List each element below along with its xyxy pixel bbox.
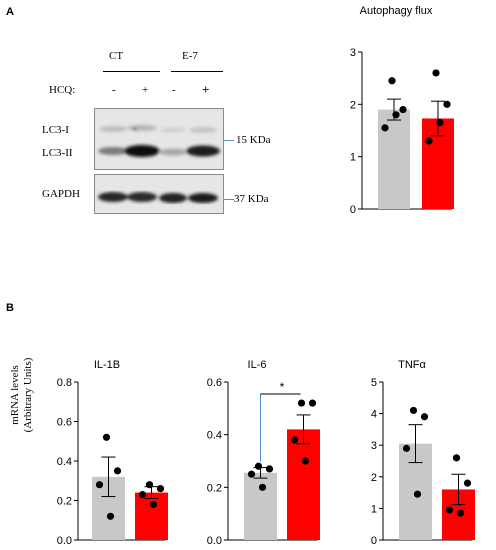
bar-e-7 bbox=[135, 492, 168, 540]
chart-autophagy-flux: Autophagy flux 0 1 2 3 bbox=[350, 5, 454, 216]
y-tick-label: 5 bbox=[371, 377, 377, 389]
data-point bbox=[388, 77, 396, 85]
chart-title: Autophagy flux bbox=[360, 5, 433, 17]
data-point bbox=[297, 399, 306, 407]
chart-il6: IL-6 0.0 0.2 0.4 0.6 * bbox=[207, 359, 320, 547]
data-point bbox=[145, 481, 154, 489]
y-tick-label: 4 bbox=[371, 409, 377, 421]
data-point bbox=[425, 137, 433, 145]
data-point bbox=[399, 105, 407, 114]
y-tick-label: 0 bbox=[371, 535, 377, 547]
lane-sign-1: - bbox=[112, 84, 116, 96]
data-point bbox=[445, 506, 454, 514]
data-point bbox=[156, 485, 165, 493]
lane-sign-4: + bbox=[202, 82, 210, 97]
y-tick-label: 2 bbox=[350, 99, 356, 111]
panel-letter-a: A bbox=[6, 6, 14, 18]
data-point bbox=[301, 457, 310, 465]
bar-ct bbox=[378, 109, 410, 209]
data-point bbox=[443, 100, 451, 108]
data-point bbox=[452, 454, 461, 462]
data-point bbox=[254, 462, 263, 470]
chart-title: IL-1B bbox=[94, 359, 120, 371]
lane-sign-2: + bbox=[142, 84, 149, 96]
data-point bbox=[247, 470, 256, 478]
data-point bbox=[138, 490, 147, 499]
data-point bbox=[402, 444, 411, 452]
y-tick-label: 0.6 bbox=[57, 417, 72, 429]
data-point bbox=[436, 119, 444, 127]
y-tick-label: 3 bbox=[371, 440, 377, 452]
group-ct-label: CT bbox=[109, 50, 124, 62]
y-tick-label: 0.6 bbox=[207, 377, 222, 389]
marker-15-label: 15 KDa bbox=[236, 134, 271, 146]
y-tick-label: 0.4 bbox=[207, 430, 222, 442]
y-tick-label: 0.2 bbox=[207, 482, 222, 494]
data-point bbox=[149, 500, 158, 509]
chart-title: IL-6 bbox=[248, 359, 267, 371]
data-point bbox=[392, 111, 400, 119]
y-tick-label: 0.0 bbox=[207, 535, 222, 547]
data-point bbox=[463, 479, 472, 487]
gapdh-blot-image bbox=[94, 174, 224, 214]
marker-37-tick bbox=[224, 199, 234, 200]
data-point bbox=[456, 509, 465, 517]
y-tick-label: 1 bbox=[350, 152, 356, 164]
y-axis-label-line2: (Arbitrary Units) bbox=[22, 357, 34, 433]
y-tick-label: 0.4 bbox=[57, 456, 72, 468]
panel-letter-b: B bbox=[6, 302, 14, 314]
data-point bbox=[409, 406, 418, 415]
data-point bbox=[258, 483, 267, 491]
bar-ct bbox=[244, 472, 277, 540]
chart-title: TNFα bbox=[398, 359, 426, 371]
group-e7-label: E-7 bbox=[182, 50, 198, 62]
data-point bbox=[113, 467, 122, 475]
y-tick-label: 0.2 bbox=[57, 496, 72, 508]
y-tick-label: 0 bbox=[350, 204, 356, 216]
data-point bbox=[413, 490, 422, 498]
band-label-lc3i: LC3-I bbox=[42, 124, 69, 136]
data-point bbox=[95, 481, 104, 489]
data-point bbox=[432, 69, 440, 77]
marker-15-tick bbox=[224, 140, 234, 141]
band-label-gapdh: GAPDH bbox=[42, 188, 80, 200]
significance-star: * bbox=[280, 380, 285, 394]
y-tick-label: 1 bbox=[371, 503, 377, 515]
data-point bbox=[290, 436, 299, 444]
y-axis-label-line1: mRNA levels bbox=[9, 365, 21, 425]
data-point bbox=[102, 433, 111, 441]
y-tick-label: 3 bbox=[350, 47, 356, 59]
data-point bbox=[106, 512, 115, 520]
treatment-label: HCQ: bbox=[49, 84, 76, 96]
band-label-lc3ii: LC3-II bbox=[42, 147, 73, 159]
lc3-blot-image bbox=[94, 108, 224, 170]
lane-sign-3: - bbox=[172, 84, 176, 96]
data-point bbox=[265, 465, 274, 473]
chart-tnfa: TNFα 0 1 2 3 4 5 bbox=[371, 359, 475, 547]
y-tick-label: 0.8 bbox=[57, 377, 72, 389]
y-tick-label: 0.0 bbox=[57, 535, 72, 547]
group-e7-line bbox=[171, 71, 223, 72]
marker-37-label: 37 KDa bbox=[234, 193, 269, 205]
bar-e-7 bbox=[287, 429, 320, 540]
data-point bbox=[381, 124, 389, 132]
y-tick-label: 2 bbox=[371, 472, 377, 484]
data-point bbox=[308, 399, 317, 407]
data-point bbox=[420, 413, 429, 421]
group-ct-line bbox=[103, 71, 160, 72]
chart-il1b: IL-1B 0.0 0.2 0.4 0.6 0.8 bbox=[57, 359, 168, 547]
